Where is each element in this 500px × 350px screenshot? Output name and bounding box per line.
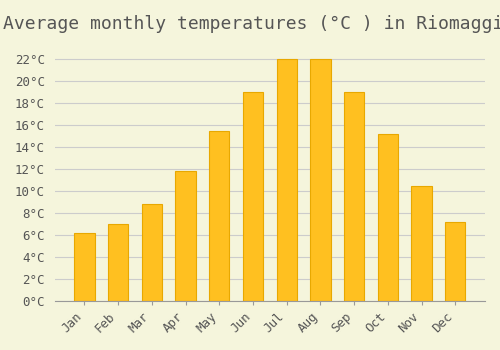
- Bar: [344, 92, 364, 301]
- Bar: [142, 204, 162, 301]
- Bar: [209, 131, 230, 301]
- Bar: [276, 60, 297, 301]
- Bar: [310, 60, 330, 301]
- Bar: [412, 186, 432, 301]
- Title: Average monthly temperatures (°C ) in Riomaggiore: Average monthly temperatures (°C ) in Ri…: [4, 15, 500, 33]
- Bar: [243, 92, 263, 301]
- Bar: [108, 224, 128, 301]
- Bar: [445, 222, 466, 301]
- Bar: [74, 233, 94, 301]
- Bar: [176, 172, 196, 301]
- Bar: [378, 134, 398, 301]
